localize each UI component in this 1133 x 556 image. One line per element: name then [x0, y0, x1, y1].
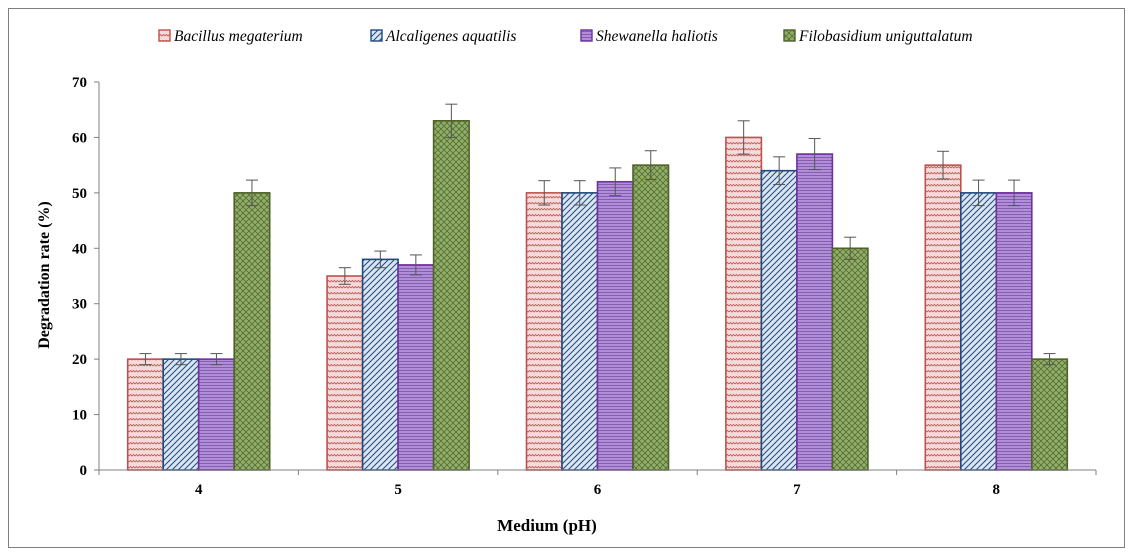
- bar-chart: Bacillus megaterium Alcaligenes aquatilis…: [36, 28, 1097, 535]
- bar: [162, 358, 200, 471]
- bar: [995, 192, 1033, 471]
- error-bar: [210, 353, 223, 366]
- y-axis: 0 10 20 30 40 50 60 70: [72, 75, 100, 479]
- error-bar: [737, 120, 750, 155]
- error-bar: [245, 179, 258, 207]
- y-tick-label: 0: [80, 463, 88, 479]
- x-tick-label: 6: [594, 482, 602, 498]
- bar: [126, 358, 164, 471]
- bar: [924, 164, 962, 471]
- y-tick-label: 40: [72, 241, 87, 257]
- bar: [1030, 358, 1069, 471]
- legend-item: Alcaligenes aquatilis: [370, 28, 516, 45]
- bar: [561, 192, 599, 471]
- legend: Bacillus megaterium Alcaligenes aquatilis…: [158, 28, 973, 45]
- x-tick-label: 4: [195, 482, 203, 498]
- bar: [326, 275, 364, 471]
- bars: [126, 103, 1069, 471]
- x-tick-label: 8: [993, 482, 1001, 498]
- error-bar: [174, 353, 187, 366]
- legend-swatch: [370, 29, 383, 42]
- bar: [831, 247, 869, 471]
- error-bar: [644, 150, 657, 181]
- x-tick-label: 5: [394, 482, 402, 498]
- chart-frame: Bacillus megaterium Alcaligenes aquatilis…: [8, 8, 1125, 548]
- y-tick-label: 20: [72, 352, 87, 368]
- bar: [760, 169, 798, 471]
- bar: [959, 192, 998, 471]
- bar: [725, 136, 763, 471]
- legend-item: Filobasidium uniguttalatum: [783, 28, 973, 45]
- bar: [632, 164, 670, 471]
- error-bar: [139, 353, 152, 366]
- error-bar: [808, 138, 821, 171]
- error-bar: [538, 180, 551, 206]
- legend-label: Filobasidium uniguttalatum: [798, 28, 973, 45]
- x-axis: 4 5 6 7 8: [98, 469, 1097, 498]
- legend-label: Bacillus megaterium: [174, 28, 303, 45]
- legend-swatch: [580, 29, 593, 42]
- bar: [233, 192, 271, 471]
- error-bar: [844, 236, 857, 260]
- error-bar: [972, 179, 985, 207]
- error-bar: [338, 267, 351, 285]
- legend-label: Shewanella haliotis: [596, 28, 718, 45]
- legend-label: Alcaligenes aquatilis: [385, 28, 516, 45]
- bar: [796, 153, 834, 471]
- y-tick-label: 70: [72, 75, 87, 91]
- legend-item: Shewanella haliotis: [580, 28, 718, 45]
- y-tick-label: 30: [72, 297, 87, 313]
- error-bar: [445, 103, 458, 138]
- bar: [525, 192, 563, 471]
- x-tick-label: 7: [793, 482, 801, 498]
- bar: [432, 120, 470, 471]
- bar: [361, 258, 399, 471]
- y-tick-label: 60: [72, 130, 87, 146]
- x-axis-label: Medium (pH): [497, 516, 597, 535]
- bar: [397, 264, 435, 471]
- bar: [596, 180, 634, 471]
- bar: [197, 358, 235, 471]
- error-bar: [374, 250, 387, 269]
- y-axis-label: Degradation rate (%): [36, 201, 53, 349]
- error-bar: [773, 156, 786, 186]
- legend-swatch: [158, 29, 171, 42]
- legend-swatch: [783, 29, 796, 42]
- error-bar: [409, 254, 422, 276]
- error-bar: [1008, 179, 1021, 207]
- error-bar: [609, 167, 622, 197]
- y-tick-label: 10: [72, 408, 87, 424]
- y-tick-label: 50: [72, 186, 87, 202]
- error-bar: [573, 180, 586, 206]
- error-bar: [1043, 353, 1056, 366]
- error-bar: [937, 150, 950, 180]
- legend-item: Bacillus megaterium: [158, 28, 303, 45]
